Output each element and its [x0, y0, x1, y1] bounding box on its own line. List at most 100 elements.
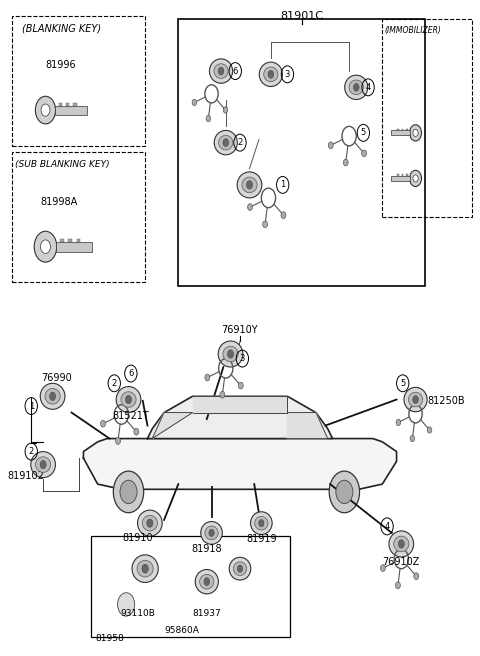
- Circle shape: [396, 582, 400, 588]
- Bar: [391, 131, 410, 136]
- Bar: [12, 152, 145, 283]
- Circle shape: [427, 427, 432, 433]
- Circle shape: [192, 99, 197, 106]
- Text: 76910Z: 76910Z: [383, 557, 420, 567]
- Ellipse shape: [214, 131, 237, 155]
- Ellipse shape: [264, 67, 278, 81]
- Ellipse shape: [214, 64, 228, 78]
- Circle shape: [413, 174, 418, 182]
- Text: 81919: 81919: [246, 534, 276, 544]
- Ellipse shape: [242, 177, 257, 193]
- Ellipse shape: [229, 558, 251, 580]
- Text: 819102: 819102: [8, 471, 44, 481]
- Polygon shape: [84, 439, 396, 489]
- Circle shape: [414, 573, 419, 579]
- Bar: [383, 19, 472, 217]
- Ellipse shape: [259, 62, 282, 87]
- Ellipse shape: [205, 526, 218, 540]
- Circle shape: [40, 461, 46, 469]
- Circle shape: [147, 519, 153, 527]
- Text: 4: 4: [365, 83, 371, 92]
- Circle shape: [343, 159, 348, 166]
- Circle shape: [218, 67, 224, 75]
- Ellipse shape: [31, 451, 56, 478]
- Circle shape: [328, 142, 333, 149]
- Ellipse shape: [251, 512, 272, 535]
- Circle shape: [228, 350, 234, 358]
- Ellipse shape: [219, 135, 233, 150]
- Circle shape: [381, 565, 385, 571]
- Text: 6: 6: [233, 66, 238, 75]
- Circle shape: [220, 392, 225, 398]
- Circle shape: [263, 221, 267, 228]
- Circle shape: [413, 396, 419, 403]
- Bar: [179, 19, 425, 286]
- Circle shape: [116, 438, 120, 444]
- Bar: [391, 176, 410, 181]
- Text: 1: 1: [280, 180, 285, 190]
- Polygon shape: [152, 413, 192, 439]
- Circle shape: [223, 107, 228, 113]
- Circle shape: [409, 125, 421, 141]
- Ellipse shape: [209, 59, 233, 83]
- Text: (SUB BLANKING KEY): (SUB BLANKING KEY): [14, 160, 109, 169]
- Circle shape: [268, 70, 274, 78]
- Circle shape: [113, 471, 144, 513]
- Circle shape: [246, 181, 252, 189]
- Ellipse shape: [142, 516, 157, 531]
- Bar: [59, 103, 62, 106]
- Text: 1: 1: [29, 401, 34, 411]
- Text: 3: 3: [285, 70, 290, 79]
- Circle shape: [353, 83, 359, 91]
- Bar: [73, 103, 76, 106]
- Text: (BLANKING KEY): (BLANKING KEY): [22, 24, 101, 33]
- Text: 5: 5: [361, 129, 366, 137]
- Circle shape: [34, 232, 57, 262]
- Circle shape: [40, 240, 50, 253]
- Circle shape: [396, 419, 401, 426]
- Bar: [397, 129, 399, 131]
- Ellipse shape: [201, 522, 222, 544]
- Ellipse shape: [345, 75, 368, 100]
- Circle shape: [125, 396, 132, 403]
- Circle shape: [413, 129, 418, 136]
- Circle shape: [329, 471, 360, 513]
- Bar: [77, 239, 80, 242]
- Text: 81250B: 81250B: [427, 396, 465, 406]
- Bar: [60, 239, 64, 242]
- Ellipse shape: [132, 555, 158, 583]
- Circle shape: [41, 104, 50, 116]
- Ellipse shape: [36, 457, 51, 472]
- Text: 81901C: 81901C: [280, 11, 323, 21]
- Ellipse shape: [394, 536, 409, 552]
- Text: 76910Y: 76910Y: [222, 325, 258, 335]
- Ellipse shape: [40, 383, 65, 409]
- Circle shape: [237, 565, 243, 572]
- Text: 81918: 81918: [192, 544, 222, 554]
- Text: 93110B: 93110B: [120, 609, 156, 618]
- Text: 2: 2: [112, 379, 117, 388]
- Circle shape: [134, 428, 139, 435]
- Text: 5: 5: [400, 379, 405, 388]
- Circle shape: [120, 480, 137, 504]
- Ellipse shape: [200, 575, 214, 589]
- Circle shape: [36, 96, 56, 124]
- Ellipse shape: [404, 387, 427, 412]
- Circle shape: [259, 520, 264, 527]
- Ellipse shape: [137, 510, 162, 536]
- Bar: [91, 536, 290, 637]
- Ellipse shape: [349, 80, 363, 94]
- Ellipse shape: [121, 392, 136, 407]
- Ellipse shape: [389, 531, 414, 557]
- Text: 4: 4: [384, 522, 390, 531]
- Circle shape: [206, 115, 211, 122]
- Text: 76990: 76990: [41, 373, 72, 383]
- Circle shape: [248, 203, 252, 211]
- Polygon shape: [192, 396, 288, 413]
- Bar: [406, 129, 408, 131]
- Bar: [12, 16, 145, 146]
- Polygon shape: [288, 413, 328, 439]
- Text: 81937: 81937: [192, 609, 221, 618]
- Circle shape: [281, 212, 286, 218]
- Ellipse shape: [233, 562, 247, 575]
